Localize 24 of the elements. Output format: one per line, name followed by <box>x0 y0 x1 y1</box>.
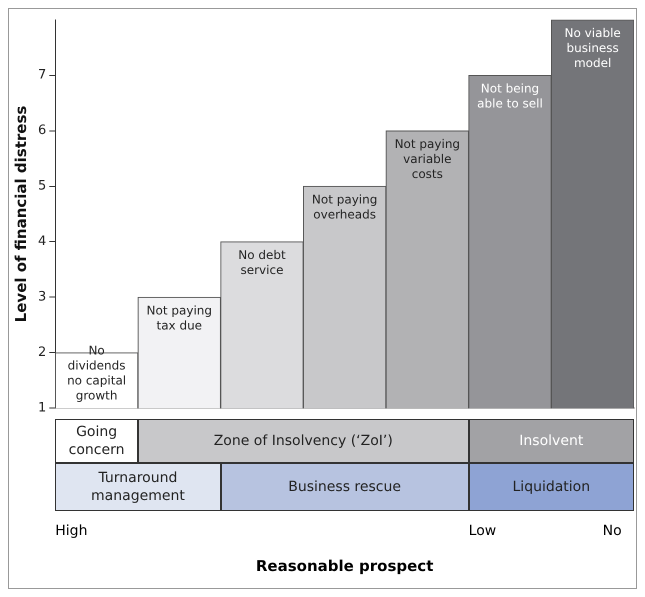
text: Insolvent <box>519 432 584 450</box>
x-tick-label: Not paying tax due <box>146 303 212 332</box>
text: Going concern <box>68 423 126 459</box>
x-tick-label: Not paying overheads <box>312 192 378 222</box>
y-tick-label: 6 <box>38 123 46 138</box>
text: Turnaround management <box>90 469 186 505</box>
text: Liquidation <box>512 478 590 496</box>
y-tick-label: 3 <box>38 290 46 305</box>
y-axis-title: Level of financial distress <box>12 106 30 322</box>
text: Business rescue <box>288 478 401 496</box>
y-tick-label: 5 <box>38 178 46 194</box>
x-tick-label: No debt service <box>238 248 286 277</box>
x-tick-label: Not being able to sell <box>477 81 543 110</box>
text: Low <box>468 523 496 539</box>
text: Reasonable prospect <box>254 557 434 575</box>
x-tick-label: No viable business model <box>564 26 621 70</box>
y-tick-label: 2 <box>38 345 46 360</box>
text: Zone of Insolvency (‘ZoI’) <box>214 432 393 450</box>
text: No <box>602 523 622 539</box>
y-tick-label: 1 <box>38 400 46 416</box>
y-tick-label: 7 <box>38 68 46 83</box>
x-tick-label: Not paying variable costs <box>394 136 460 181</box>
text: High <box>55 523 88 539</box>
y-tick-label: 4 <box>38 234 46 250</box>
